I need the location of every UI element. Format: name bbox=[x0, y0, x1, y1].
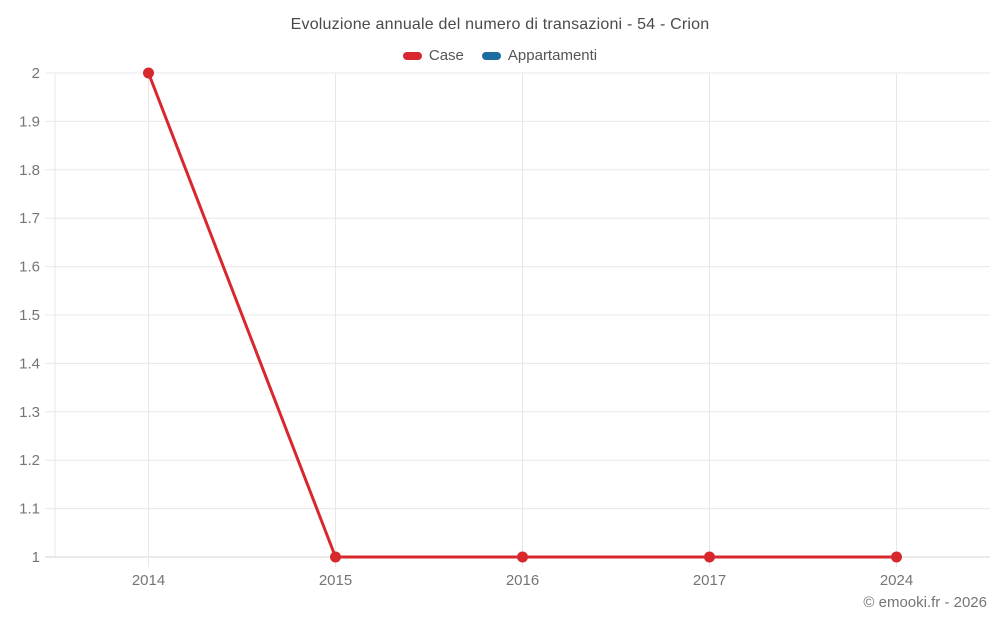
x-axis-tick-label: 2015 bbox=[319, 572, 352, 589]
data-point-marker[interactable] bbox=[517, 551, 528, 563]
x-axis-tick-label: 2017 bbox=[693, 572, 726, 589]
y-axis-tick-label: 1.4 bbox=[19, 355, 40, 372]
data-point-marker[interactable] bbox=[143, 67, 154, 79]
legend: Case Appartamenti bbox=[0, 47, 1000, 64]
legend-label-case: Case bbox=[428, 47, 464, 64]
case-series-swatch-icon bbox=[402, 51, 422, 60]
y-axis-tick-label: 1.3 bbox=[19, 404, 40, 421]
legend-label-appartamenti: Appartamenti bbox=[507, 47, 598, 64]
y-axis-tick-label: 1.1 bbox=[19, 501, 40, 518]
y-axis-tick-label: 2 bbox=[32, 65, 40, 82]
legend-item-appartamenti[interactable]: Appartamenti bbox=[481, 47, 598, 64]
chart-title: Evoluzione annuale del numero di transaz… bbox=[290, 16, 710, 33]
y-axis-tick-label: 1.2 bbox=[19, 452, 40, 469]
y-axis-tick-label: 1.6 bbox=[19, 259, 40, 276]
y-axis-tick-label: 1.7 bbox=[19, 210, 40, 227]
data-point-marker[interactable] bbox=[704, 551, 715, 563]
x-axis-tick-label: 2024 bbox=[880, 572, 913, 589]
legend-item-case[interactable]: Case bbox=[402, 47, 464, 64]
y-axis-tick-label: 1 bbox=[32, 549, 40, 566]
copyright-watermark: © emooki.fr - 2026 bbox=[863, 594, 987, 611]
x-axis-tick-label: 2014 bbox=[132, 572, 165, 589]
y-axis-tick-label: 1.9 bbox=[19, 113, 40, 130]
appartamenti-series-swatch-icon bbox=[481, 51, 501, 60]
y-axis-tick-label: 1.5 bbox=[19, 307, 40, 324]
data-point-marker[interactable] bbox=[330, 551, 341, 563]
x-axis-tick-label: 2016 bbox=[506, 572, 539, 589]
data-point-marker[interactable] bbox=[891, 551, 902, 563]
y-axis-tick-label: 1.8 bbox=[19, 162, 40, 179]
